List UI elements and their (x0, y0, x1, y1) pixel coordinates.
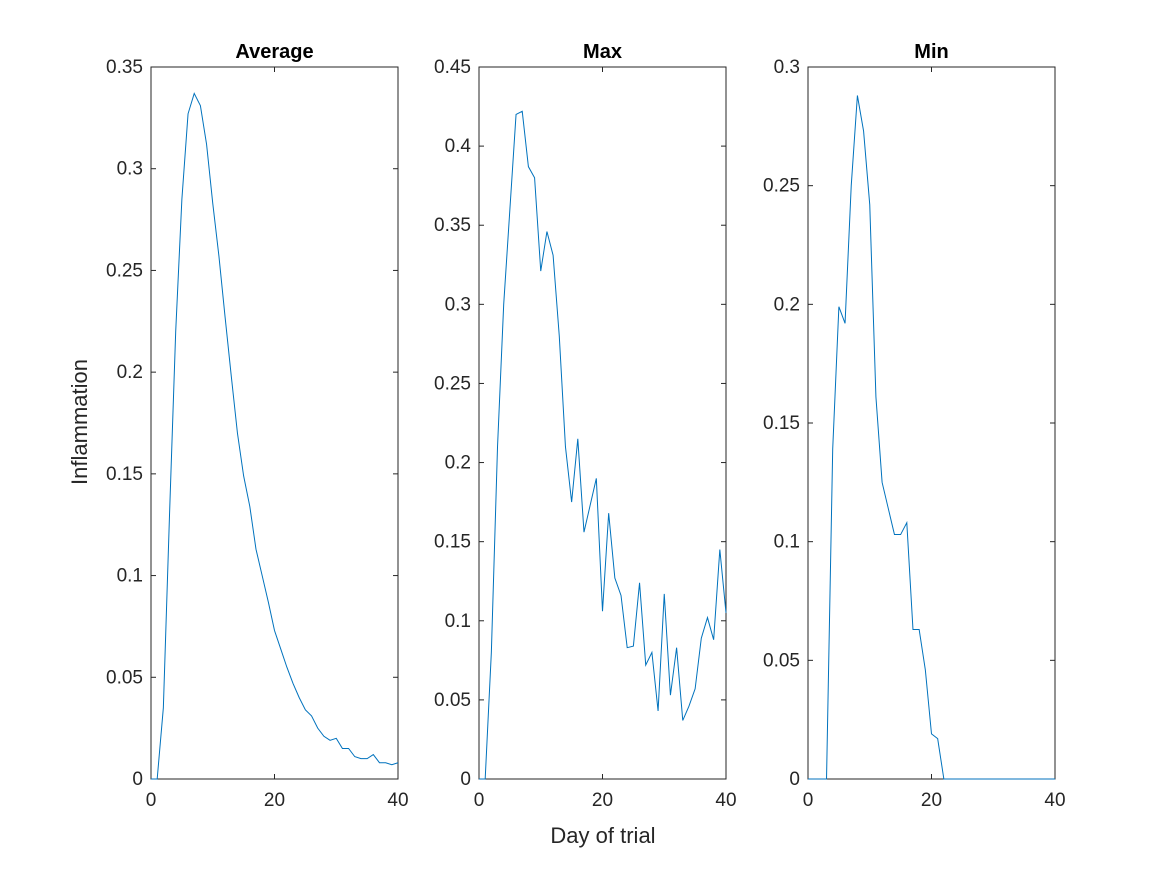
x-axis-label: Day of trial (550, 823, 655, 848)
y-tick-label-max: 0.1 (445, 611, 471, 632)
y-tick-label-average: 0.25 (106, 260, 143, 281)
series-line-average (151, 92, 399, 780)
y-tick-label-max: 0.25 (434, 373, 471, 394)
y-tick-label-max: 0.15 (434, 532, 471, 553)
y-tick-label-max: 0 (460, 769, 471, 790)
x-tick-label-max: 40 (715, 790, 736, 811)
y-tick-label-average: 0.2 (117, 362, 143, 383)
y-tick-label-average: 0.35 (106, 57, 143, 78)
series-line-min (808, 95, 1055, 780)
x-tick-label-average: 0 (146, 790, 157, 811)
x-tick-label-min: 40 (1044, 790, 1065, 811)
x-tick-label-max: 0 (474, 790, 485, 811)
x-tick-label-average: 40 (387, 790, 408, 811)
subplot-panels: 00.050.10.150.20.250.30.350 20 40Average00… (106, 41, 1066, 811)
subplot-average: 0 0.05 0.1 0.15 0.2 0.25 0.3 0.35 0 20 40 Average (106, 41, 409, 811)
subplot-title-min: Min (914, 41, 948, 63)
y-tick-label-average: 0 (132, 769, 143, 790)
y-tick-label-max: 0.3 (445, 294, 471, 315)
y-tick-label-min: 0.15 (763, 413, 800, 434)
y-tick-label-min: 0.1 (774, 532, 800, 553)
x-tick-label-min: 20 (921, 790, 942, 811)
y-tick-label-average: 0.15 (106, 464, 143, 485)
y-tick-label-min: 0.2 (774, 294, 800, 315)
y-tick-label-min: 0.05 (763, 650, 800, 671)
y-tick-label-min: 0.25 (763, 176, 800, 197)
y-tick-label-max: 0.35 (434, 215, 471, 236)
x-tick-label-average: 20 (264, 790, 285, 811)
y-tick-label-max: 0.4 (445, 136, 472, 157)
y-tick-label-max: 0.45 (434, 57, 471, 78)
y-tick-label-min: 0.3 (774, 57, 800, 78)
subplot-title-max: Max (583, 41, 622, 63)
y-tick-label-average: 0.1 (117, 566, 143, 587)
subplot-min: 0 0.05 0.1 0.15 0.2 0.25 0.3 0 20 40 Min (763, 41, 1066, 811)
y-axis-label: Inflammation (67, 359, 92, 485)
y-tick-label-average: 0.3 (117, 159, 143, 180)
x-tick-label-min: 0 (803, 790, 814, 811)
subplot-max: 0 0.05 0.1 0.15 0.2 0.25 0.3 0.35 0.4 0.45 0 20 40 Ma… (434, 41, 737, 811)
y-tick-label-max: 0.05 (434, 690, 471, 711)
y-tick-label-min: 0 (789, 769, 800, 790)
series-line-max (479, 110, 727, 780)
y-tick-label-average: 0.05 (106, 667, 143, 688)
y-tick-label-max: 0.2 (445, 453, 471, 474)
subplot-title-average: Average (235, 41, 313, 63)
x-tick-label-max: 20 (592, 790, 613, 811)
